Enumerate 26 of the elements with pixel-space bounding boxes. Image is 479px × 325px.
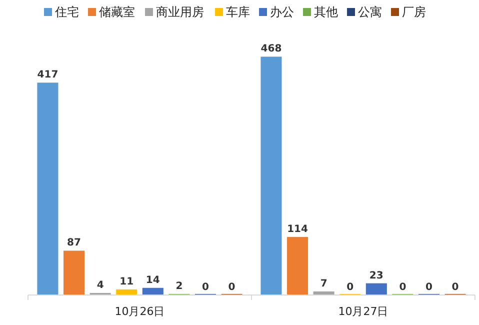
- data-label: 87: [67, 238, 82, 249]
- legend-label: 厂房: [402, 5, 426, 19]
- data-label: 0: [202, 282, 209, 293]
- x-tick-label: 10月27日: [338, 305, 388, 318]
- x-tick-label: 10月26日: [114, 305, 165, 318]
- data-label: 0: [452, 282, 459, 293]
- data-label: 7: [320, 278, 328, 290]
- legend-label: 住宅: [54, 5, 79, 19]
- data-label: 2: [176, 280, 183, 292]
- data-label: 114: [287, 224, 308, 235]
- data-label: 0: [346, 282, 354, 293]
- data-label: 0: [399, 282, 406, 293]
- data-label: 4: [96, 280, 104, 291]
- legend-label: 其他: [314, 5, 338, 19]
- legend-label: 办公: [270, 5, 294, 19]
- data-label: 14: [146, 274, 160, 286]
- data-label: 23: [369, 270, 384, 282]
- data-label: 11: [120, 276, 134, 288]
- data-label: 468: [260, 44, 282, 55]
- data-label: 0: [426, 282, 432, 293]
- legend-label: 商业用房: [156, 5, 204, 19]
- data-label: 417: [37, 70, 58, 81]
- legend-label: 储藏室: [99, 5, 135, 19]
- legend-label: 公寓: [358, 5, 382, 19]
- data-label: 0: [228, 282, 236, 293]
- legend-label: 车库: [226, 5, 250, 19]
